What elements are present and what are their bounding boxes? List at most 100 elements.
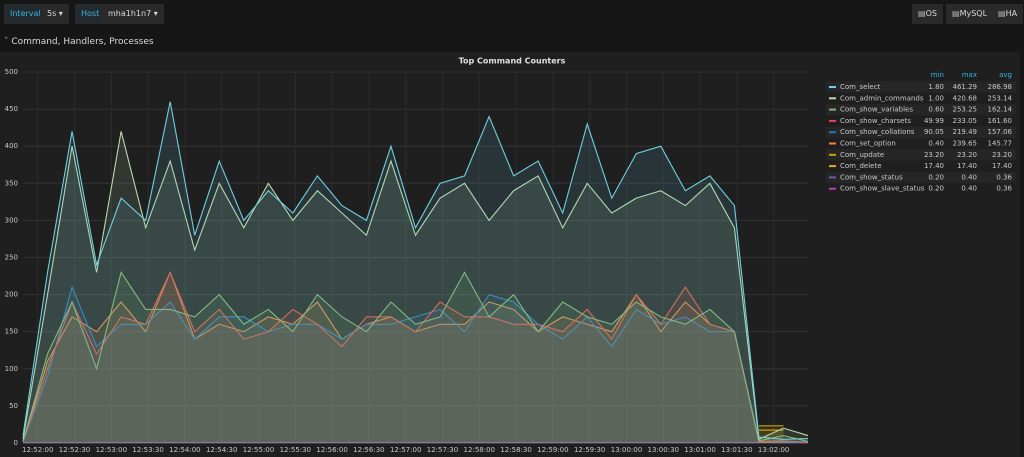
x-tick-label: 12:57:00 [390,446,421,454]
x-tick-label: 12:55:30 [280,446,311,454]
legend-value: 0.40 [961,173,977,181]
legend-entry[interactable]: Com_select [840,83,881,91]
legend-value: 233.05 [953,117,978,125]
legend-entry[interactable]: Com_show_slave_status [840,185,925,193]
y-tick-label: 400 [5,142,18,150]
series-line [22,285,809,443]
legend-row [826,126,1016,138]
x-tick-label: 12:53:30 [132,446,163,454]
x-tick-label: 12:53:00 [96,446,127,454]
host-label: Host [75,4,106,24]
y-tick-label: 250 [5,254,18,262]
legend-value: 0.20 [928,173,944,181]
x-tick-label: 12:56:30 [353,446,384,454]
row-title[interactable]: Command, Handlers, Processes [4,37,153,47]
legend-entry[interactable]: Com_show_variables [840,106,913,114]
y-tick-label: 200 [5,291,18,299]
panel [0,52,1020,457]
legend-swatch [829,176,836,179]
legend-entry[interactable]: Com_update [840,151,884,159]
legend-header: avg [999,71,1012,79]
legend-entry[interactable]: Com_set_option [840,140,896,148]
legend-row [826,149,1016,161]
legend-value: 49.99 [924,117,944,125]
legend-value: 17.40 [992,162,1012,170]
series-area [23,272,808,443]
legend-value: 90.05 [924,128,944,136]
legend-entry[interactable]: Com_show_charsets [840,117,911,125]
interval-label: Interval [4,4,47,24]
legend-entry[interactable]: Com_show_collations [840,128,915,136]
series-area [23,287,808,443]
series-line [22,131,809,441]
legend-value: 1.00 [928,94,944,102]
dashboard-link[interactable]: HA [992,4,1024,24]
legend-swatch [829,153,836,156]
legend-value: 23.20 [992,151,1012,159]
x-tick-label: 13:01:30 [721,446,752,454]
legend-value: 286.98 [988,83,1013,91]
x-tick-label: 12:52:30 [59,446,90,454]
legend-value: 420.68 [953,94,978,102]
legend-value: 253.14 [988,94,1013,102]
legend-value: 253.25 [953,106,978,114]
x-tick-label: 13:00:30 [648,446,679,454]
dashboard-link[interactable]: MySQL [946,4,994,24]
x-tick-label: 12:54:30 [206,446,237,454]
legend-value: 0.40 [961,185,977,193]
x-tick-label: 12:59:00 [537,446,568,454]
x-tick-label: 12:58:30 [500,446,531,454]
y-tick-label: 300 [5,216,18,224]
x-tick-label: 12:52:00 [22,446,53,454]
x-tick-label: 12:55:00 [243,446,274,454]
legend-swatch [829,142,836,145]
y-tick-label: 150 [5,328,18,336]
series-line [22,270,809,443]
legend-value: 161.60 [988,117,1013,125]
host-select[interactable]: mha1h1n7 [102,4,164,24]
y-tick-label: 100 [5,365,18,373]
legend-header: max [962,71,977,79]
legend-value: 157.06 [988,128,1013,136]
chart-title: Top Command Counters [459,57,566,66]
legend-value: 17.40 [957,162,977,170]
legend-value: 0.36 [996,173,1012,181]
series-line [22,270,809,443]
x-tick-label: 12:59:30 [574,446,605,454]
legend-entry[interactable]: Com_admin_commands [840,94,924,102]
interval-select[interactable]: 5s [41,4,69,24]
x-tick-label: 13:01:00 [684,446,715,454]
legend-value: 0.60 [928,106,944,114]
y-tick-label: 50 [9,402,18,410]
x-tick-label: 13:00:00 [611,446,642,454]
dashboard-link[interactable]: OS [912,4,943,24]
legend-value: 23.20 [957,151,977,159]
x-tick-label: 12:58:00 [464,446,495,454]
legend-value: 219.49 [953,128,978,136]
x-tick-label: 12:56:00 [316,446,347,454]
legend-swatch [829,108,836,111]
legend-value: 145.77 [988,140,1013,148]
legend-value: 0.40 [928,140,944,148]
legend-value: 239.65 [953,140,978,148]
legend-value: 1.80 [928,83,944,91]
legend-swatch [829,97,836,100]
legend-swatch [829,119,836,122]
series-area [23,101,808,444]
x-tick-label: 12:57:30 [427,446,458,454]
legend-swatch [829,187,836,190]
legend-value: 23.20 [924,151,944,159]
toolbar: Interval 5s Host mha1h1n7 OS MySQL HA [0,0,1024,30]
legend-row [826,104,1016,116]
legend-value: 0.36 [996,185,1012,193]
legend-row [826,171,1016,184]
series-line [22,101,809,440]
y-tick-label: 450 [5,105,18,113]
x-tick-label: 13:02:00 [758,446,789,454]
y-tick-label: 0 [14,439,18,447]
legend-value: 0.20 [928,185,944,193]
legend-entry[interactable]: Com_show_status [840,173,903,181]
legend-value: 461.29 [953,83,978,91]
legend-entry[interactable]: Com_delete [840,162,882,170]
legend-row [826,81,1016,93]
